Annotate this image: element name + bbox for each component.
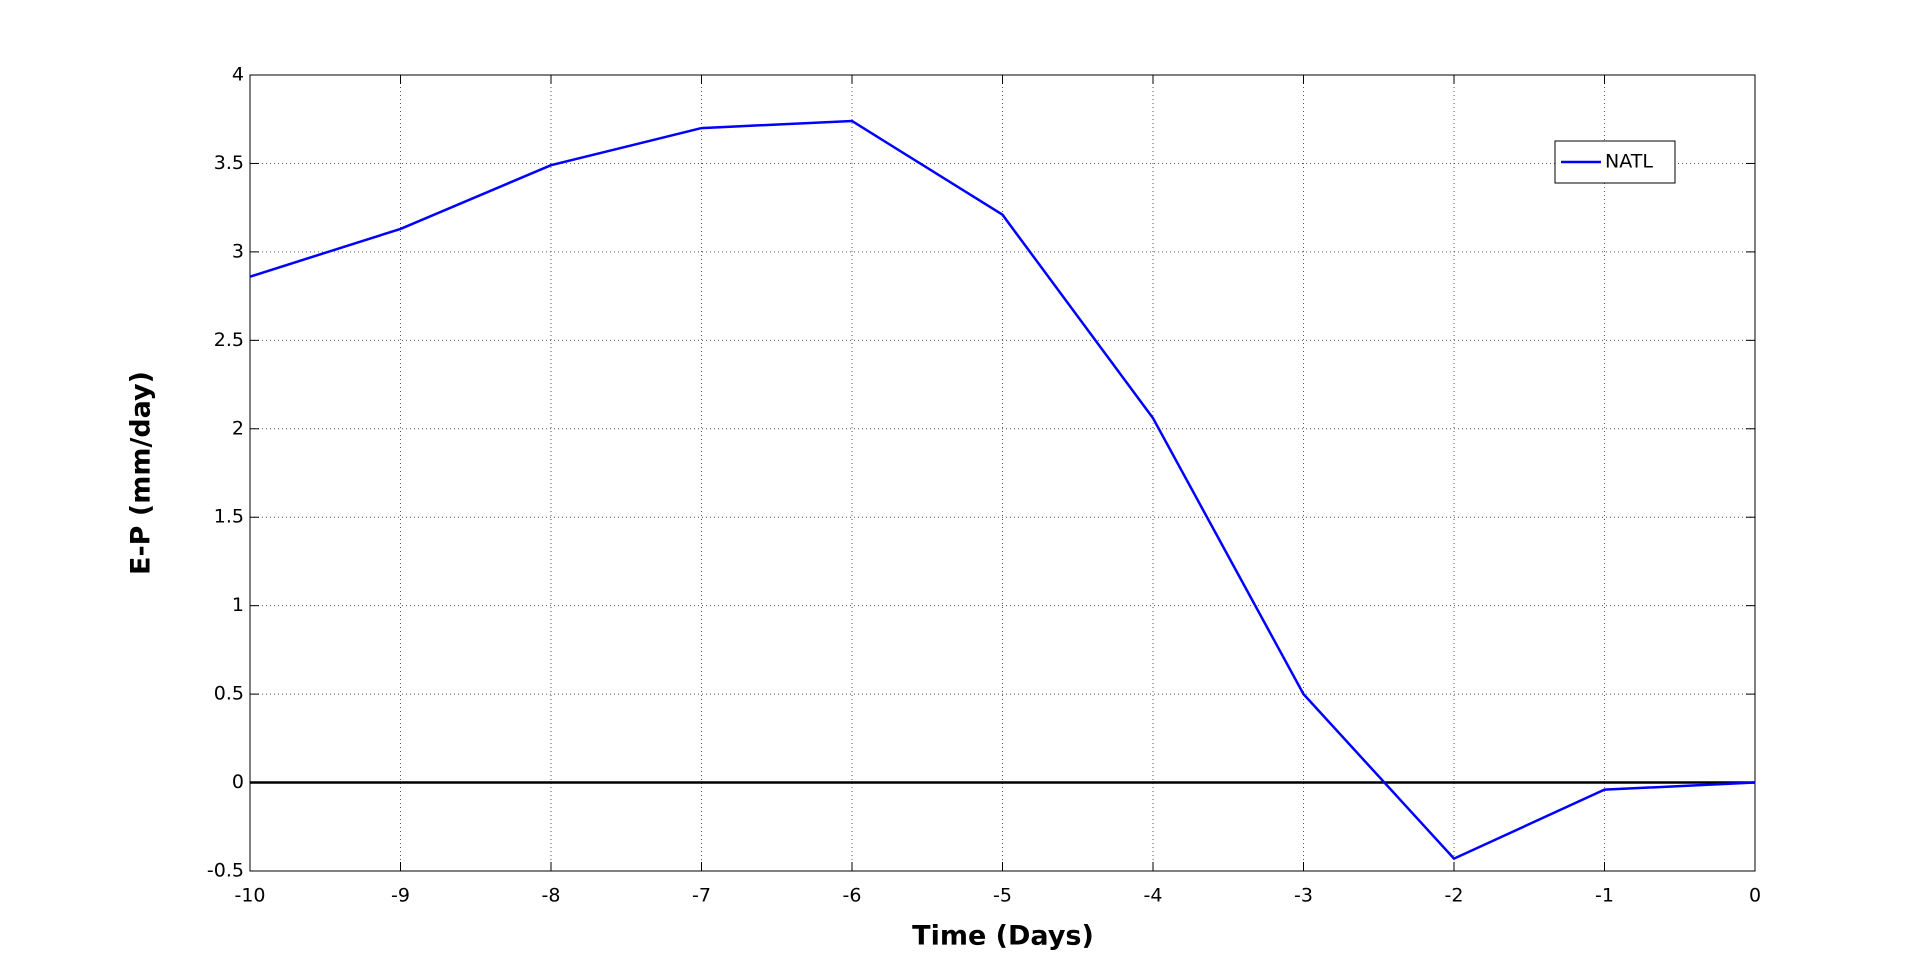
y-tick-label: 3.5 — [214, 152, 244, 174]
y-tick-label: 2.5 — [214, 329, 244, 351]
x-tick-label: 0 — [1749, 885, 1761, 907]
x-tick-label: -9 — [391, 885, 410, 907]
x-tick-label: -3 — [1294, 885, 1313, 907]
x-axis-label: Time (Days) — [912, 921, 1094, 952]
x-tick-label: -5 — [993, 885, 1012, 907]
y-tick-label: 1.5 — [214, 506, 244, 528]
legend-label: NATL — [1605, 151, 1653, 173]
plot-frame — [249, 74, 1756, 872]
data-line — [249, 119, 1756, 861]
y-tick-label: 3 — [232, 240, 244, 262]
y-axis-label: E-P (mm/day) — [126, 371, 157, 575]
y-tick-label: -0.5 — [207, 860, 244, 882]
x-tick-label: -2 — [1445, 885, 1464, 907]
x-tick-label: -8 — [542, 885, 561, 907]
x-tick-label: -10 — [234, 885, 265, 907]
y-tick-label: 2 — [232, 417, 244, 439]
x-tick-label: -6 — [843, 885, 862, 907]
x-tick-label: -1 — [1595, 885, 1614, 907]
x-tick-label: -7 — [692, 885, 711, 907]
y-tick-label: 0 — [232, 771, 244, 793]
y-tick-label: 4 — [232, 64, 244, 86]
x-tick-label: -4 — [1144, 885, 1163, 907]
y-tick-label: 1 — [232, 594, 244, 616]
y-tick-label: 0.5 — [214, 683, 244, 705]
